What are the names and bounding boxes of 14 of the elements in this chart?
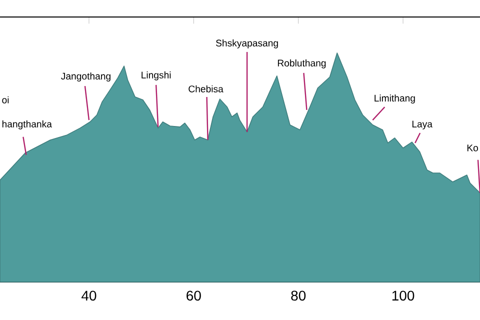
annotation: Ko [467, 144, 478, 152]
annotation: Robluthang [278, 59, 326, 68]
annotation: oi [2, 96, 9, 104]
annotation: hangthanka [2, 120, 52, 130]
annotation: Shskyapasang [216, 39, 278, 48]
x-tick-label: 80 [291, 290, 306, 301]
x-tick-label: 100 [392, 290, 414, 301]
x-tick-label: 60 [186, 290, 201, 301]
x-tick-label: 40 [82, 290, 96, 301]
annotation: Jangothang [61, 72, 110, 82]
annotation: Limithang [374, 94, 415, 104]
annotation: Lingshi [142, 71, 171, 80]
annotation: Chebisa [188, 85, 224, 92]
annotation: Laya [412, 120, 432, 130]
